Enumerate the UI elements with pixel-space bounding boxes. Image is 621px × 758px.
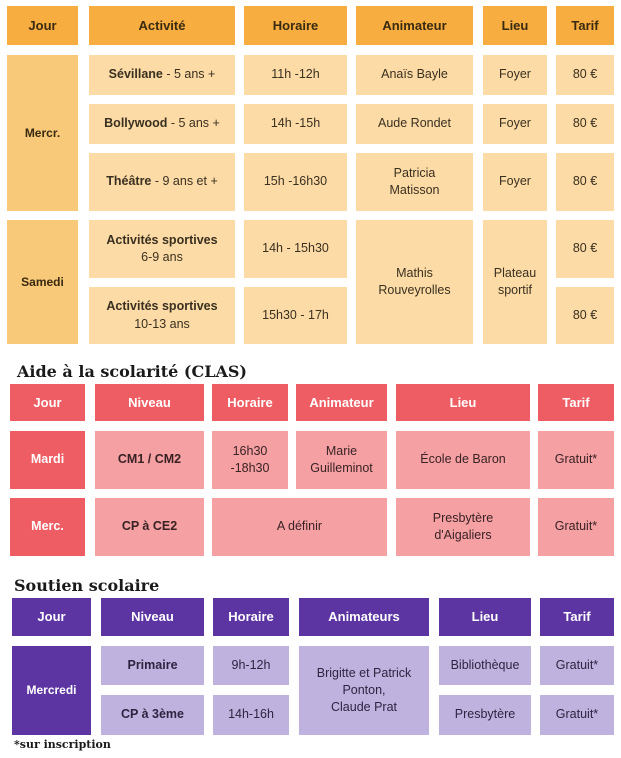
clas-animateur: Marie Guilleminot [296,431,387,489]
activity-name: Bollywood - 5 ans + [89,104,235,144]
activity-name: Théâtre - 9 ans et + [89,153,235,211]
header-tarif: Tarif [556,6,614,45]
activity-title: Sévillane [108,67,163,82]
clas-tarif: Gratuit* [538,431,614,489]
activity-age: 9 ans et + [162,174,218,189]
activity-title: Activités sportives [106,299,218,314]
soutien-tarif: Gratuit* [540,695,614,735]
sport-lieu: Plateau sportif [483,220,547,344]
day-samedi: Samedi [7,220,78,344]
footnote: *sur inscription [14,738,111,751]
clas-horaire: 16h30 -18h30 [212,431,288,489]
activity-lieu: Foyer [483,153,547,211]
day-mercredi: Mercredi [12,646,91,735]
clas-title: Aide à la scolarité (CLAS) [17,362,247,381]
header-jour: Jour [12,598,91,636]
header-animateurs: Animateurs [299,598,429,636]
header-horaire: Horaire [244,6,347,45]
activity-name: Sévillane - 5 ans + [89,55,235,95]
activity-tarif: 80 € [556,220,614,278]
header-animateur: Animateur [296,384,387,421]
header-activite: Activité [89,6,235,45]
activity-horaire: 14h -15h [244,104,347,144]
activity-horaire: 14h - 15h30 [244,220,347,278]
clas-niveau: CP à CE2 [95,498,204,556]
header-lieu: Lieu [439,598,531,636]
soutien-niveau: CP à 3ème [101,695,204,735]
activity-name: Activités sportives 10-13 ans [89,287,235,344]
day-merc: Merc. [10,498,85,556]
activity-lieu: Foyer [483,55,547,95]
activity-age: 10-13 ans [134,316,190,331]
activity-lieu: Foyer [483,104,547,144]
header-tarif: Tarif [540,598,614,636]
soutien-lieu: Bibliothèque [439,646,531,685]
header-jour: Jour [7,6,78,45]
header-niveau: Niveau [101,598,204,636]
activity-animateur: Anaïs Bayle [356,55,473,95]
activity-age: 5 ans + [178,116,220,131]
header-lieu: Lieu [483,6,547,45]
day-mercredi: Mercr. [7,55,78,211]
activity-title: Théâtre [106,174,152,189]
soutien-horaire: 14h-16h [213,695,289,735]
soutien-niveau: Primaire [101,646,204,685]
clas-tarif: Gratuit* [538,498,614,556]
activity-tarif: 80 € [556,55,614,95]
activity-name: Activités sportives 6-9 ans [89,220,235,278]
header-niveau: Niveau [95,384,204,421]
activity-tarif: 80 € [556,287,614,344]
activity-age: 6-9 ans [141,250,183,264]
clas-niveau: CM1 / CM2 [95,431,204,489]
soutien-title: Soutien scolaire [14,576,160,595]
activity-age: 5 ans + [173,67,216,82]
activity-animateur: Patricia Matisson [356,153,473,211]
header-animateur: Animateur [356,6,473,45]
header-horaire: Horaire [213,598,289,636]
day-mardi: Mardi [10,431,85,489]
header-horaire: Horaire [212,384,288,421]
activity-animateur: Aude Rondet [356,104,473,144]
activity-horaire: 15h -16h30 [244,153,347,211]
clas-lieu: École de Baron [396,431,530,489]
activity-tarif: 80 € [556,104,614,144]
activity-title: Bollywood [104,116,168,131]
activity-title: Activités sportives [106,232,218,247]
activity-tarif: 80 € [556,153,614,211]
clas-horaire-animateur: A définir [212,498,387,556]
activity-horaire: 11h -12h [244,55,347,95]
soutien-horaire: 9h-12h [213,646,289,685]
header-lieu: Lieu [396,384,530,421]
header-tarif: Tarif [538,384,614,421]
soutien-tarif: Gratuit* [540,646,614,685]
activity-horaire: 15h30 - 17h [244,287,347,344]
header-jour: Jour [10,384,85,421]
soutien-animateurs: Brigitte et Patrick Ponton, Claude Prat [299,646,429,735]
soutien-lieu: Presbytère [439,695,531,735]
sport-animateur: Mathis Rouveyrolles [356,220,473,344]
clas-lieu: Presbytère d'Aigaliers [396,498,530,556]
